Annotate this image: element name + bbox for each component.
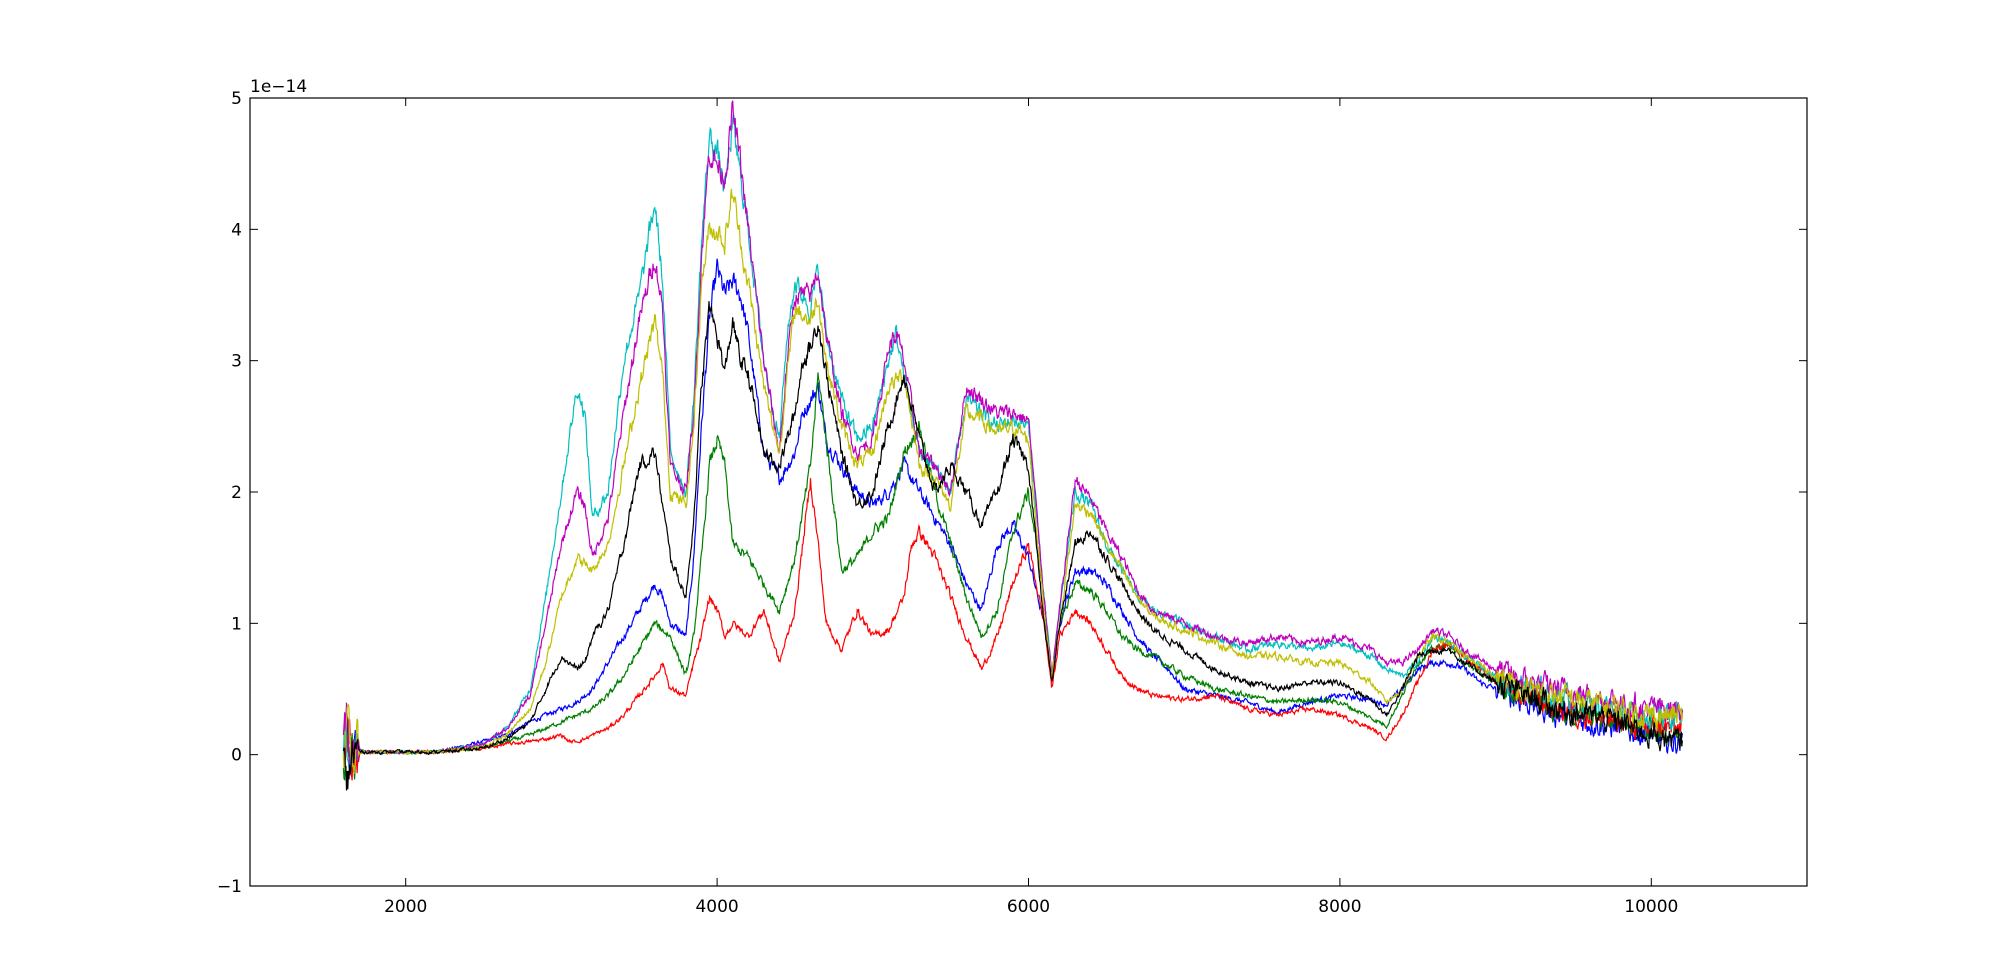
series-line-6 [342,188,1683,774]
x-tick-label: 6000 [1007,897,1050,917]
x-tick-label: 4000 [695,897,738,917]
series-line-5 [342,100,1683,776]
y-tick-label: −1 [217,877,242,897]
y-tick-label: 0 [231,746,242,766]
x-tick-label: 8000 [1318,897,1361,917]
series-line-1 [342,258,1683,772]
y-tick-label: 1 [231,614,242,634]
series-line-7 [342,301,1683,791]
y-tick-label: 2 [231,483,242,503]
y-tick-label: 4 [231,220,242,240]
y-tick-label: 3 [231,352,242,372]
y-offset-label: 1e−14 [250,77,307,97]
y-tick-label: 5 [231,89,242,109]
x-tick-label: 10000 [1624,897,1678,917]
x-tick-label: 2000 [384,897,427,917]
